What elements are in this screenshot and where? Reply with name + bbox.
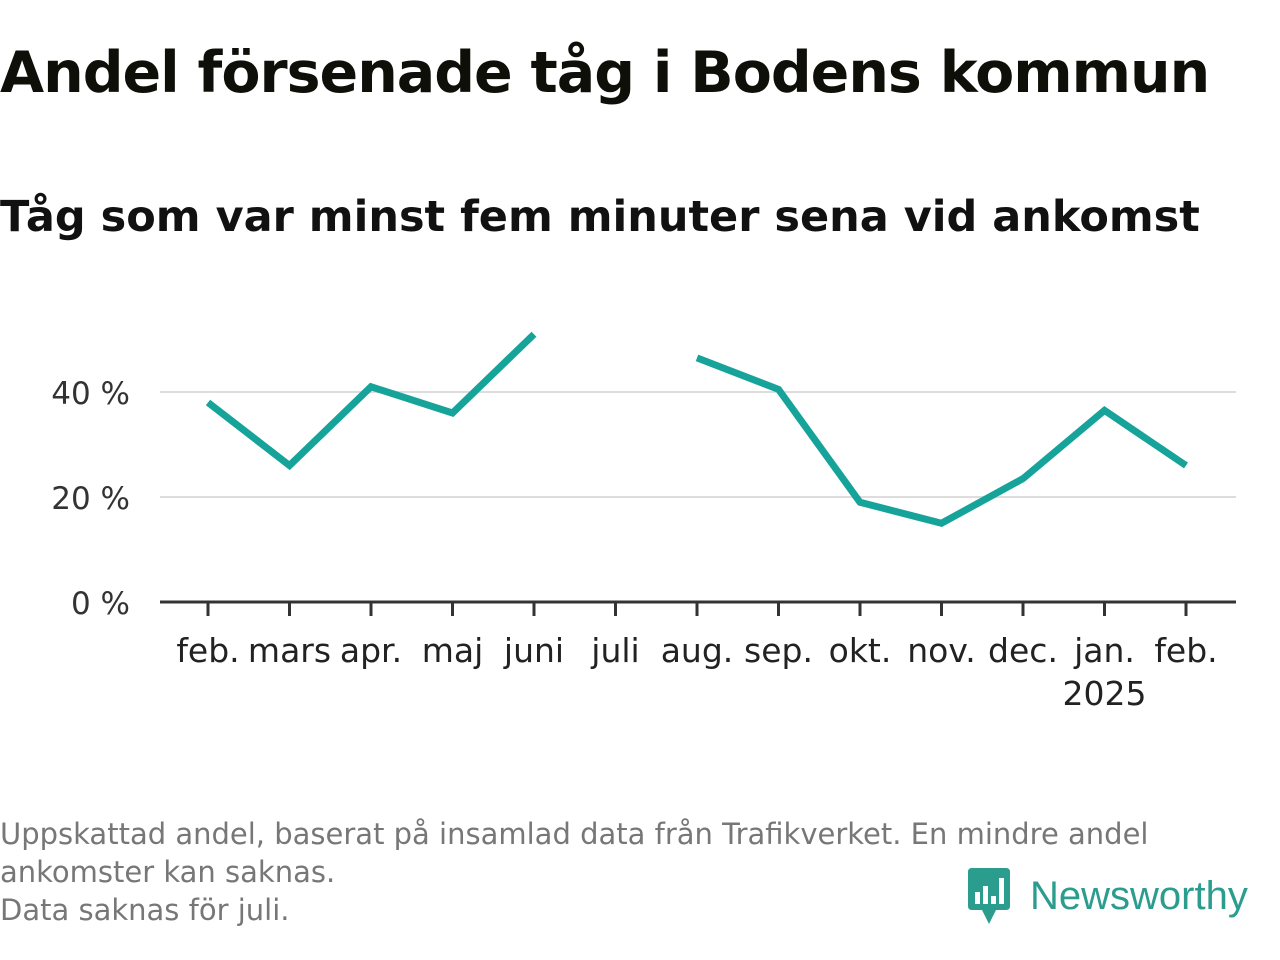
footnote-line: Data saknas för juli. <box>0 893 290 927</box>
chart-title: Andel försenade tåg i Bodens kommun <box>0 40 1210 106</box>
x-tick-label: feb. <box>1154 631 1217 670</box>
y-tick-label: 40 % <box>51 376 130 412</box>
series-line <box>695 354 1188 527</box>
brand: Newsworthy <box>964 866 1248 926</box>
x-tick-label: juni <box>503 631 564 670</box>
chart-subtitle: Tåg som var minst fem minuter sena vid a… <box>0 192 1200 242</box>
x-tick-label: dec. <box>988 631 1058 670</box>
newsworthy-logo-icon <box>968 868 1010 924</box>
x-tick-label: jan. <box>1073 631 1135 670</box>
x-tick-label: okt. <box>829 631 892 670</box>
x-tick-label: sep. <box>744 631 813 670</box>
series-line <box>205 331 537 471</box>
footnote-line: ankomster kan saknas. <box>0 855 336 889</box>
y-tick-label: 0 % <box>71 586 130 622</box>
x-tick-label: aug. <box>661 631 734 670</box>
x-tick-label: nov. <box>907 631 976 670</box>
x-tick-label: apr. <box>340 631 402 670</box>
footnote: Uppskattad andel, baserat på insamlad da… <box>0 815 1270 929</box>
x-tick-label: juli <box>590 631 639 670</box>
brand-name: Newsworthy <box>1030 873 1248 918</box>
y-tick-label: 20 % <box>51 481 130 517</box>
x-tick-sublabel: 2025 <box>1063 674 1147 713</box>
footnote-line: Uppskattad andel, baserat på insamlad da… <box>0 817 1149 851</box>
line-chart: 0 %20 %40 %feb. mars apr. maj juni juli aug. se… <box>51 331 1236 713</box>
x-tick-label: feb. <box>176 631 239 670</box>
x-tick-label: maj <box>422 631 484 670</box>
x-tick-label: mars <box>248 631 331 670</box>
